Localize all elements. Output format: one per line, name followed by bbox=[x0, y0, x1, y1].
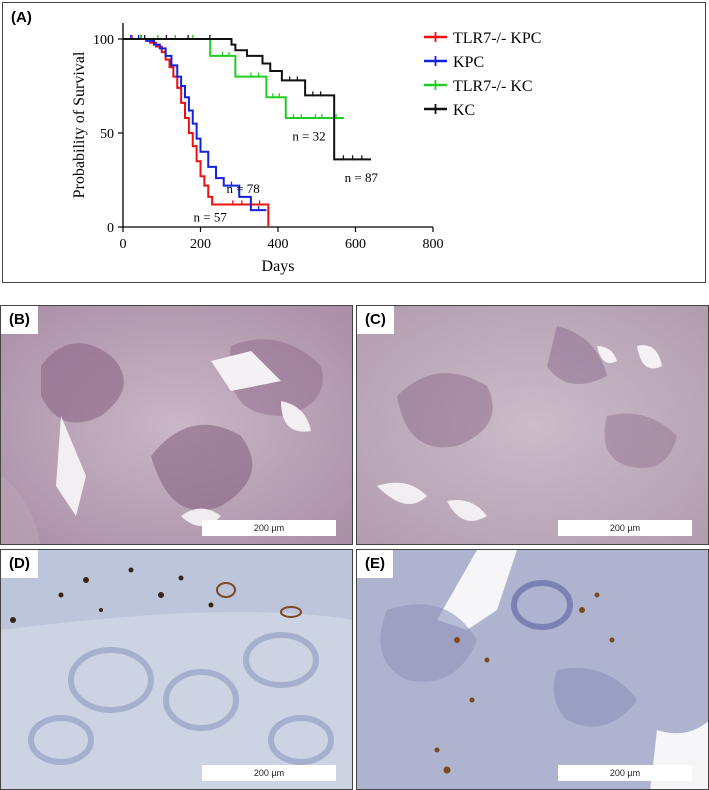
series-line bbox=[123, 38, 267, 212]
he-stain-image-c bbox=[357, 306, 708, 544]
panel-label-b: (B) bbox=[1, 306, 38, 334]
ihc-panel-d: (D) 200 µm bbox=[0, 549, 353, 790]
he-stain-image-b bbox=[1, 306, 352, 544]
x-tick-label: 200 bbox=[190, 237, 211, 252]
series-annotation: n = 32 bbox=[292, 129, 325, 144]
ihc-panel-e: (E) 200 µm bbox=[356, 549, 709, 790]
histology-panel-b: (B) 200 µm bbox=[0, 305, 353, 545]
ihc-stain-image-d bbox=[1, 550, 352, 789]
x-tick-label: 0 bbox=[120, 237, 127, 252]
series-line bbox=[123, 38, 344, 119]
y-tick-label: 100 bbox=[93, 33, 114, 48]
panel-label-c: (C) bbox=[357, 306, 394, 334]
legend-label: KC bbox=[453, 102, 475, 119]
legend-label: TLR7-/- KC bbox=[453, 78, 533, 95]
survival-chart: 0 200 400 600 800 0 50 100 Days Probability of Su… bbox=[71, 23, 541, 275]
x-tick-label: 400 bbox=[268, 237, 289, 252]
legend-label: KPC bbox=[453, 54, 484, 71]
panel-label-e: (E) bbox=[357, 550, 393, 578]
y-tick-label: 0 bbox=[107, 221, 114, 236]
x-tick-label: 600 bbox=[345, 237, 366, 252]
x-tick-label: 800 bbox=[423, 237, 444, 252]
legend-label: TLR7-/- KPC bbox=[453, 30, 541, 47]
y-tick-label: 50 bbox=[100, 127, 114, 142]
scale-bar-d: 200 µm bbox=[202, 765, 336, 781]
x-axis-label: Days bbox=[262, 258, 295, 275]
series-annotation: n = 57 bbox=[194, 209, 228, 224]
scale-bar-b: 200 µm bbox=[202, 520, 336, 536]
series-annotation: n = 87 bbox=[345, 170, 379, 185]
series-annotation: n = 78 bbox=[226, 181, 259, 196]
series-line bbox=[123, 38, 371, 161]
series-line bbox=[123, 38, 270, 227]
ihc-stain-image-e bbox=[357, 550, 708, 789]
histology-panel-c: (C) 200 µm bbox=[356, 305, 709, 545]
scale-bar-e: 200 µm bbox=[558, 765, 692, 781]
y-axis-label: Probability of Survival bbox=[71, 51, 88, 198]
survival-chart-panel: 0 200 400 600 800 0 50 100 Days Probability of Su… bbox=[2, 2, 706, 283]
panel-label-d: (D) bbox=[1, 550, 38, 578]
panel-label-a: (A) bbox=[11, 9, 32, 26]
scale-bar-c: 200 µm bbox=[558, 520, 692, 536]
